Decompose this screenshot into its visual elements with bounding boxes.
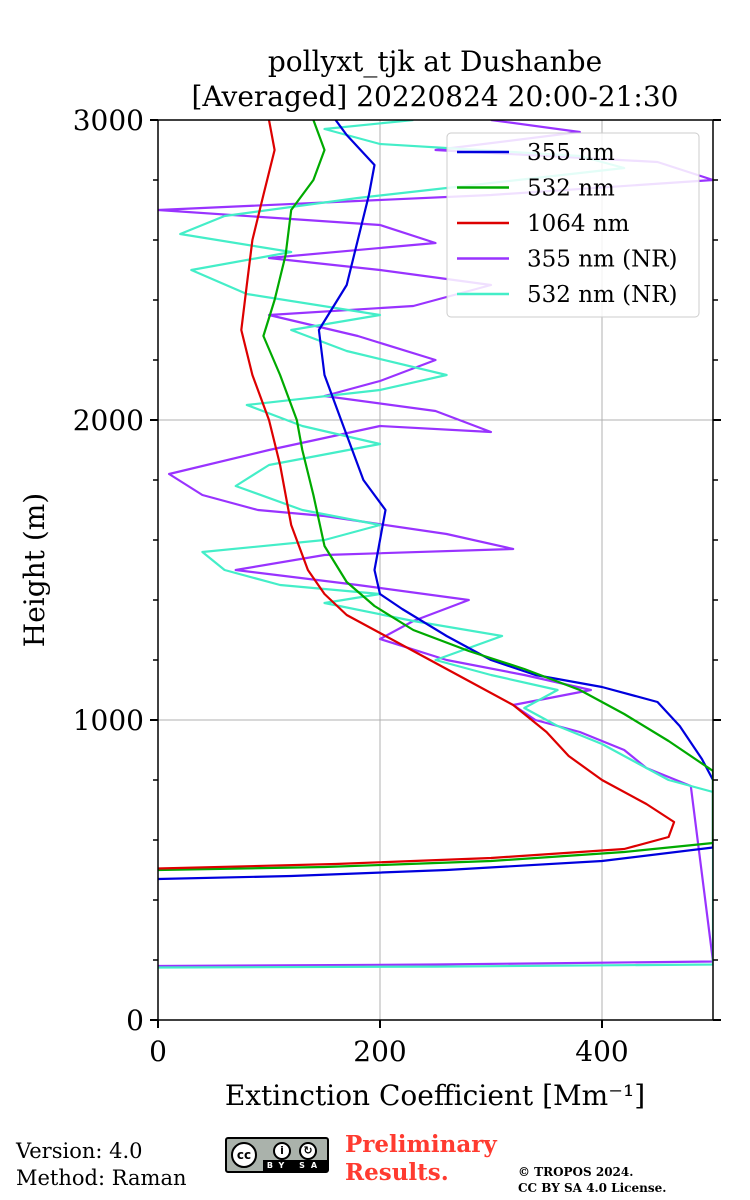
attribution-icon: i bbox=[273, 1142, 291, 1160]
series-line-355-nm bbox=[158, 120, 713, 881]
cc-sa-text: SA bbox=[299, 1161, 324, 1170]
x-tick-label: 0 bbox=[149, 1035, 167, 1068]
axis-ticks bbox=[150, 119, 721, 1028]
legend-label: 1064 nm bbox=[527, 211, 630, 237]
legend-box bbox=[446, 132, 700, 318]
y-axis-label: Height (m) bbox=[18, 493, 51, 647]
legend-label: 532 nm (NR) bbox=[527, 282, 678, 308]
x-tick-label: 200 bbox=[353, 1035, 406, 1068]
preliminary-line-1: Preliminary bbox=[345, 1131, 497, 1158]
method-text: Method: Raman bbox=[16, 1166, 187, 1190]
preliminary-notice: Preliminary Results. bbox=[345, 1131, 497, 1187]
chart-title: pollyxt_tjk at Dushanbe bbox=[268, 45, 602, 78]
legend-label: 532 nm bbox=[527, 176, 615, 202]
preliminary-line-2: Results. bbox=[345, 1159, 449, 1186]
series-line-1064-nm bbox=[158, 120, 676, 870]
copyright-line-2: CC BY SA 4.0 License. bbox=[518, 1181, 667, 1195]
cc-by-text: BY bbox=[266, 1161, 291, 1170]
series-line-532-nm bbox=[158, 120, 713, 872]
legend-label: 355 nm bbox=[527, 140, 615, 166]
share-alike-icon: ↻ bbox=[299, 1142, 317, 1160]
legend: 355 nm 532 nm 1064 nm 355 nm (NR) 532 nm (NR… bbox=[446, 132, 700, 318]
y-tick-label: 1000 bbox=[73, 704, 144, 737]
footer-info: Version: 4.0 Method: Raman bbox=[16, 1138, 187, 1192]
cc-license-badge: cc i ↻ BY SA bbox=[225, 1137, 329, 1173]
series-line-355-nm-nr- bbox=[158, 120, 713, 968]
y-tick-label: 0 bbox=[126, 1004, 144, 1037]
copyright-notice: © TROPOS 2024. CC BY SA 4.0 License. bbox=[518, 1164, 666, 1196]
chart-subtitle: [Averaged] 20220824 20:00-21:30 bbox=[192, 80, 679, 113]
plot-frame bbox=[157, 119, 714, 1021]
series-line-532-nm-nr- bbox=[158, 120, 713, 969]
x-tick-label: 400 bbox=[575, 1035, 628, 1068]
y-tick-label: 2000 bbox=[73, 404, 144, 437]
copyright-line-1: © TROPOS 2024. bbox=[518, 1165, 634, 1179]
cc-bar: BY SA bbox=[263, 1160, 327, 1171]
cc-icon: cc bbox=[231, 1142, 257, 1168]
y-tick-label: 3000 bbox=[73, 104, 144, 137]
x-axis-label: Extinction Coefficient [Mm⁻¹] bbox=[225, 1079, 645, 1112]
series-group bbox=[158, 120, 713, 969]
version-text: Version: 4.0 bbox=[16, 1139, 143, 1163]
legend-label: 355 nm (NR) bbox=[527, 247, 678, 273]
tick-labels: 0 200 400 0 1000 2000 3000 bbox=[73, 104, 629, 1068]
